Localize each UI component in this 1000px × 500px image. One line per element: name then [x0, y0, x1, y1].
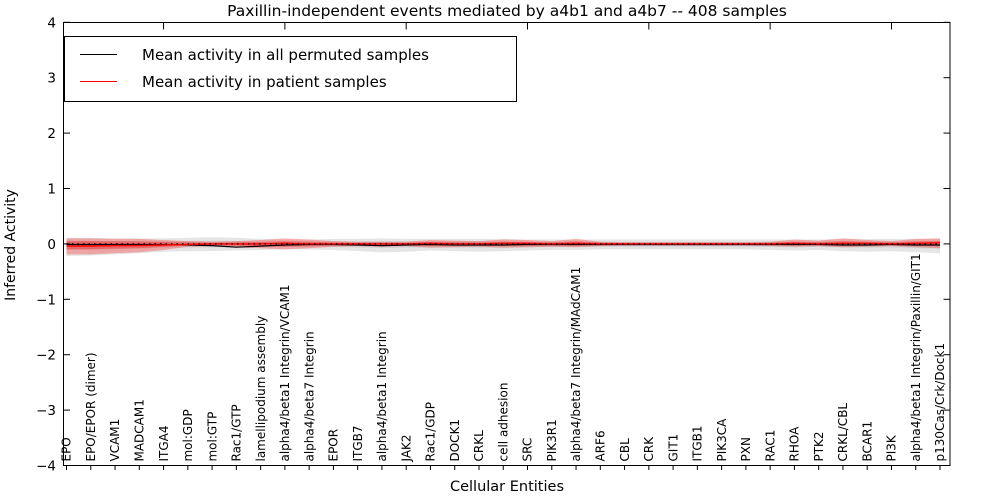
x-tick-label: mol:GTP	[205, 412, 219, 462]
x-tick-label: EPOR	[327, 429, 341, 462]
y-axis-label: Inferred Activity	[3, 189, 19, 301]
legend-entry-patient: Mean activity in patient samples	[65, 68, 516, 95]
x-tick-label: EPO	[60, 437, 74, 461]
legend-line-black	[80, 54, 117, 55]
x-tick-label: PXN	[739, 437, 753, 461]
x-tick-label: MADCAM1	[132, 399, 146, 461]
x-tick-label: GIT1	[666, 434, 680, 462]
y-tick-label: 0	[47, 237, 56, 253]
band-permuted-outer	[66, 237, 940, 257]
band-patient-outer	[66, 238, 940, 255]
x-tick-label: CRK	[642, 436, 656, 462]
x-axis-label: Cellular Entities	[449, 479, 565, 495]
x-tick-label: CRKL/CBL	[836, 403, 850, 462]
x-tick-label: ARF6	[594, 430, 608, 461]
x-tick-label: alpha4/beta1 Integrin	[375, 331, 389, 461]
x-tick-label: ITGB7	[351, 425, 365, 461]
y-tick-label: 3	[47, 71, 56, 87]
x-tick-label: ITGA4	[157, 425, 171, 461]
x-tick-label: cell adhesion	[496, 383, 510, 462]
x-tick-label: CBL	[618, 438, 632, 462]
x-tick-label: alpha4/beta7 Integrin/MAdCAM1	[569, 267, 583, 462]
y-tick-label: −3	[36, 403, 56, 419]
x-tick-label: RAC1	[763, 430, 777, 462]
x-tick-label: EPO/EPOR (dimer)	[84, 352, 98, 461]
x-tick-label: PTK2	[812, 431, 826, 461]
legend-label: Mean activity in all permuted samples	[142, 45, 429, 64]
patient-mean-line	[66, 242, 941, 247]
y-tick-label: 4	[47, 15, 56, 31]
x-tick-label: alpha4/beta1 Integrin/Paxillin/GIT1	[909, 253, 923, 461]
x-tick-label: RHOA	[788, 426, 802, 462]
x-tick-label: JAK2	[399, 434, 413, 462]
y-tick-label: −1	[36, 292, 56, 308]
x-tick-label: PIK3CA	[715, 418, 729, 462]
x-tick-label: p130Cas/Crk/Dock1	[933, 343, 947, 462]
y-tick-label: 1	[47, 182, 56, 198]
x-tick-label: DOCK1	[448, 419, 462, 462]
x-tick-label: PI3K	[885, 434, 899, 461]
x-tick-label: Rac1/GDP	[424, 402, 438, 461]
x-tick-label: alpha4/beta7 Integrin	[302, 331, 316, 461]
x-tick-label: Rac1/GTP	[230, 404, 244, 461]
legend-entry-permuted: Mean activity in all permuted samples	[65, 41, 516, 68]
chart-title: Paxillin-independent events mediated by …	[227, 2, 787, 20]
legend: Mean activity in all permuted samples Me…	[64, 36, 517, 102]
x-tick-label: CRKL	[472, 430, 486, 462]
legend-label: Mean activity in patient samples	[142, 72, 387, 91]
x-tick-label: lamellipodium assembly	[254, 316, 268, 462]
x-tick-label: PIK3R1	[545, 419, 559, 461]
x-tick-label: SRC	[521, 438, 535, 462]
y-tick-label: −2	[36, 348, 56, 364]
legend-line-red	[80, 81, 117, 82]
y-tick-label: 2	[47, 126, 56, 142]
permuted-mean-line	[66, 243, 940, 248]
x-tick-label: BCAR1	[860, 421, 874, 462]
x-tick-label: alpha4/beta1 Integrin/VCAM1	[278, 285, 292, 462]
x-tick-label: VCAM1	[108, 419, 122, 462]
x-tick-label: ITGB1	[691, 425, 705, 461]
y-tick-label: −4	[36, 459, 56, 475]
x-tick-label: mol:GDP	[181, 409, 195, 461]
